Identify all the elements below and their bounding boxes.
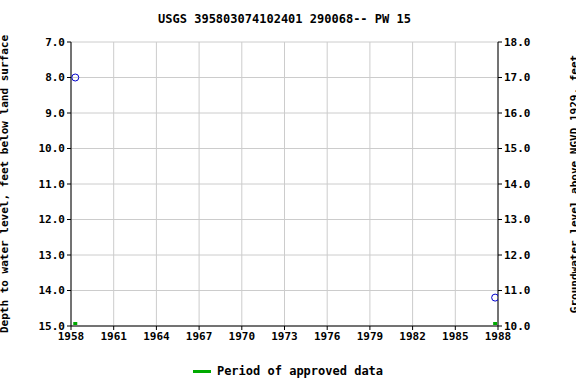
svg-text:13.0: 13.0 [39,249,66,262]
svg-text:1958: 1958 [57,329,85,343]
svg-text:9.0: 9.0 [45,107,65,120]
svg-text:16.0: 16.0 [504,107,531,120]
svg-text:10.0: 10.0 [504,320,531,333]
svg-text:10.0: 10.0 [39,142,66,155]
svg-text:1967: 1967 [186,330,213,343]
svg-text:1964: 1964 [143,330,170,343]
svg-text:12.0: 12.0 [504,249,531,262]
svg-text:Depth to water level, feet bel: Depth to water level, feet below land su… [8,35,11,333]
svg-text:7.0: 7.0 [45,36,65,49]
svg-text:Groundwater level above NGVD 1: Groundwater level above NGVD 1929, feet [568,55,569,313]
svg-text:15.0: 15.0 [39,320,66,333]
svg-text:15.0: 15.0 [504,142,531,155]
svg-text:1961: 1961 [100,330,127,343]
svg-text:1970: 1970 [229,330,256,343]
svg-text:1985: 1985 [442,330,469,343]
html-text:USGS 395803074102401 290068--: USGS 395803074102401 290068-- PW 15 [158,12,411,26]
svg-text:1973: 1973 [271,330,298,343]
svg-text:12.0: 12.0 [39,213,66,226]
svg-text:13.0: 13.0 [504,213,531,226]
svg-text:1982: 1982 [399,330,426,343]
svg-text:17.0: 17.0 [504,71,531,84]
svg-text:11.0: 11.0 [504,284,531,297]
svg-text:1979: 1979 [357,330,384,343]
html-text:Period of approved data: Period of approved data [216,364,384,378]
svg-text:1988: 1988 [484,329,512,343]
svg-text:11.0: 11.0 [39,178,66,191]
svg-text:14.0: 14.0 [504,178,531,191]
svg-text:14.0: 14.0 [39,284,66,297]
svg-text:18.0: 18.0 [504,36,531,49]
svg-text:8.0: 8.0 [45,71,65,84]
svg-text:1976: 1976 [314,330,341,343]
